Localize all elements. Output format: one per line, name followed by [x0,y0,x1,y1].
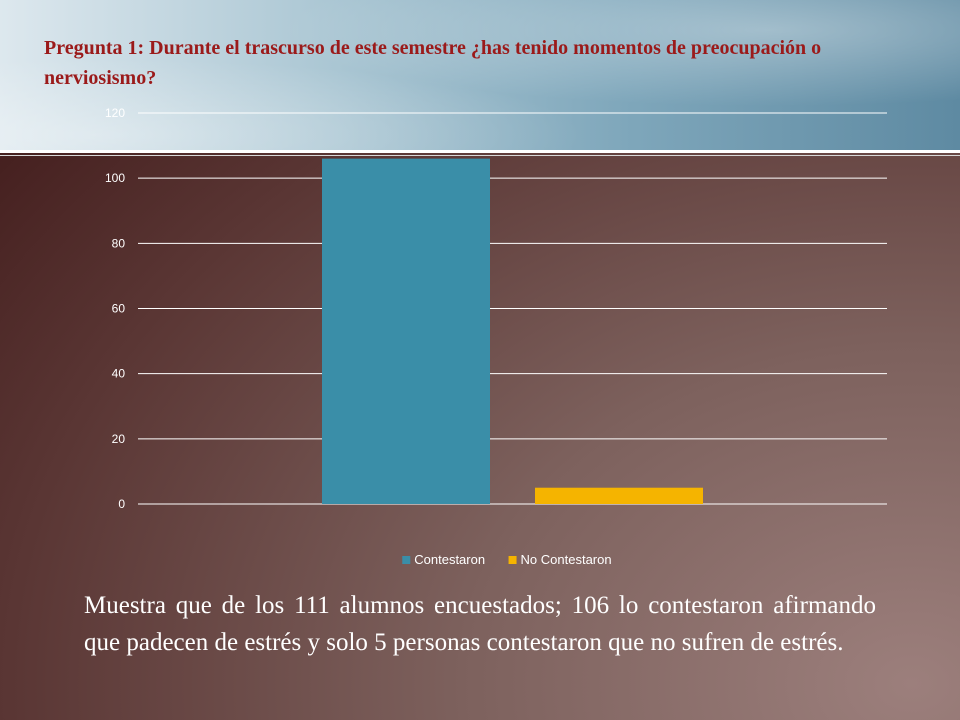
chart-gridlines [138,112,887,505]
y-tick-label: 60 [112,302,126,316]
slide-body-text: Muestra que de los 111 alumnos encuestad… [84,592,876,656]
legend-swatch [402,556,411,564]
chart-bars [322,158,703,504]
bar-chart: 0 20 40 60 80 100 120 Contestaron No Contestaro… [105,106,887,567]
chart-legend: Contestaron No Contestaron [402,552,612,567]
y-tick-label: 40 [112,367,126,381]
y-tick-label: 80 [112,236,126,250]
y-tick-label: 0 [118,497,125,511]
legend-swatch [508,556,517,564]
legend-label: Contestaron [414,552,485,567]
y-tick-label: 120 [105,106,125,120]
y-tick-label: 20 [112,432,126,446]
y-axis-ticks: 0 20 40 60 80 100 120 [105,106,125,511]
bar-no-contestaron [535,487,703,504]
legend-label: No Contestaron [521,552,612,567]
header-band [0,0,960,150]
header-divider [0,150,960,153]
slide-title: Pregunta 1: Durante el trascurso de este… [44,37,822,89]
bar-contestaron [322,158,490,504]
y-tick-label: 100 [105,171,125,185]
header-divider-thin [0,155,960,156]
